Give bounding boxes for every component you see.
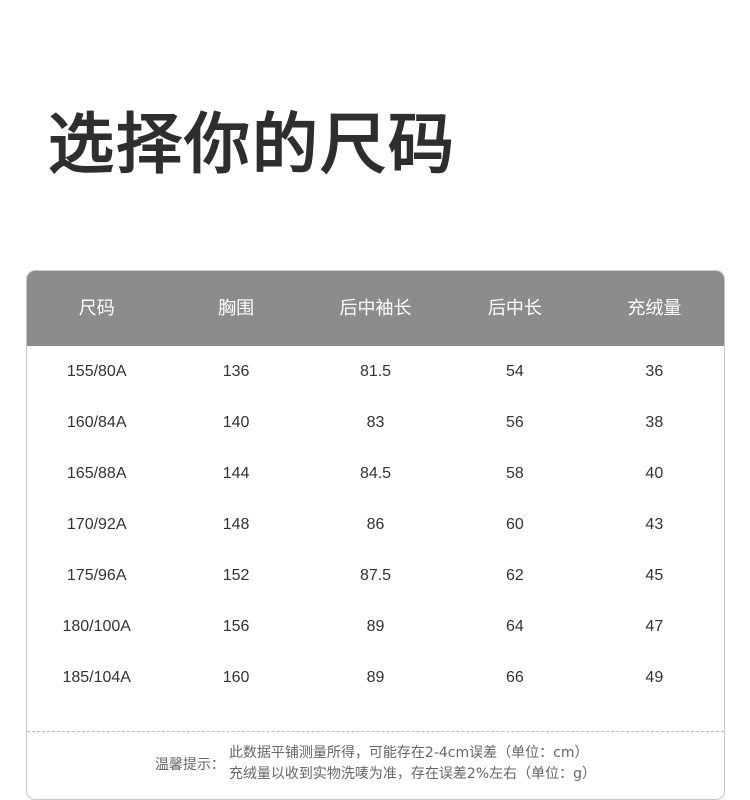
note-line: 充绒量以收到实物洗唛为准，存在误差2%左右（单位：g） — [228, 766, 597, 782]
table-cell: 165/88A — [66, 465, 127, 482]
table-cell: 62 — [506, 567, 524, 584]
table-row: 185/104A 160 89 66 49 — [27, 652, 724, 703]
table-cell: 185/104A — [62, 669, 131, 686]
note-line: 此数据平铺测量所得，可能存在2-4cm误差（单位：cm） — [228, 745, 589, 761]
table-row: 165/88A 144 84.5 58 40 — [27, 448, 724, 499]
table-cell: 136 — [222, 363, 250, 380]
table-cell: 89 — [366, 669, 385, 686]
note-label: 温馨提示： — [154, 757, 225, 773]
table-cell: 38 — [645, 414, 664, 431]
table-cell: 66 — [506, 669, 524, 686]
table-cell: 43 — [645, 516, 664, 533]
table-cell: 170/92A — [66, 516, 127, 533]
table-cell: 87.5 — [359, 567, 392, 584]
column-header: 胸围 — [218, 298, 255, 319]
size-note: 温馨提示： 此数据平铺测量所得，可能存在2-4cm误差（单位：cm） 充绒量以收… — [27, 743, 724, 785]
table-cell: 49 — [645, 669, 664, 686]
table-cell: 155/80A — [66, 363, 127, 380]
table-cell: 60 — [506, 516, 524, 533]
table-cell: 45 — [645, 567, 664, 584]
divider — [27, 731, 724, 732]
table-cell: 156 — [222, 618, 250, 635]
table-row: 180/100A 156 89 64 47 — [27, 601, 724, 652]
table-cell: 81.5 — [359, 363, 392, 380]
table-cell: 56 — [506, 414, 524, 431]
table-body: 155/80A 136 81.5 54 36 160/84A 140 83 56 38 165/88… — [27, 346, 724, 703]
page-title: 选择你的尺码 — [48, 106, 456, 183]
table-cell: 160 — [222, 669, 250, 686]
table-cell: 83 — [366, 414, 385, 431]
table-cell: 36 — [645, 363, 664, 380]
size-table-card: 尺码 胸围 后中袖长 后中长 充绒量 155/80A 136 81.5 54 36 160/84A… — [26, 270, 725, 800]
table-cell: 58 — [506, 465, 524, 482]
table-cell: 54 — [506, 363, 524, 380]
table-cell: 180/100A — [62, 618, 131, 635]
table-row: 175/96A 152 87.5 62 45 — [27, 550, 724, 601]
table-cell: 86 — [366, 516, 385, 533]
table-cell: 144 — [222, 465, 250, 482]
table-cell: 160/84A — [66, 414, 127, 431]
column-header: 后中长 — [487, 298, 542, 319]
table-row: 170/92A 148 86 60 43 — [27, 499, 724, 550]
table-cell: 148 — [222, 516, 250, 533]
table-cell: 40 — [645, 465, 664, 482]
table-cell: 152 — [222, 567, 250, 584]
table-cell: 89 — [366, 618, 385, 635]
table-cell: 140 — [222, 414, 250, 431]
table-row: 155/80A 136 81.5 54 36 — [27, 346, 724, 397]
column-header: 尺码 — [78, 298, 115, 319]
table-header: 尺码 胸围 后中袖长 后中长 充绒量 — [27, 271, 724, 346]
table-cell: 84.5 — [359, 465, 392, 482]
table-cell: 175/96A — [66, 567, 127, 584]
column-header: 充绒量 — [627, 298, 682, 319]
column-header: 后中袖长 — [339, 298, 412, 319]
table-row: 160/84A 140 83 56 38 — [27, 397, 724, 448]
table-cell: 47 — [645, 618, 664, 635]
table-cell: 64 — [506, 618, 524, 635]
